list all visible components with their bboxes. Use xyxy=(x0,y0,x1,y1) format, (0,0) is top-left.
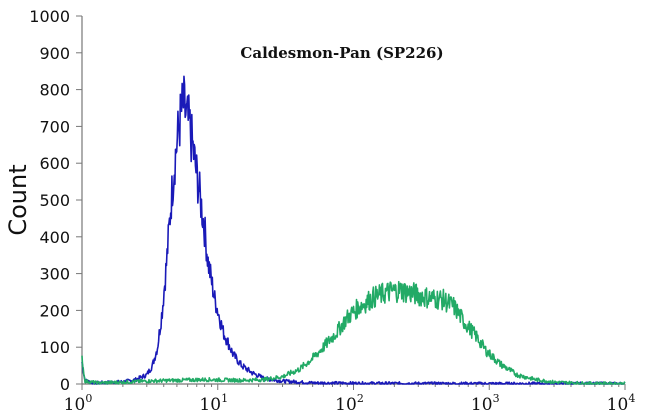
x-tick-label: 101 xyxy=(199,392,228,415)
x-tick-label: 102 xyxy=(335,392,364,415)
x-tick-base: 10 xyxy=(335,395,357,415)
y-tick-label: 600 xyxy=(39,154,70,173)
y-tick-label: 400 xyxy=(39,228,70,247)
y-tick-label: 0 xyxy=(60,375,70,394)
histogram-series-2 xyxy=(81,280,626,385)
y-tick-label: 200 xyxy=(39,301,70,320)
x-tick-base: 10 xyxy=(199,395,221,415)
x-tick-label: 104 xyxy=(607,392,636,415)
x-axis-ticks: 100 101 102 103 104 xyxy=(64,384,636,415)
y-tick-label: 300 xyxy=(39,265,70,284)
x-tick-label: 103 xyxy=(471,392,500,415)
y-tick-label: 100 xyxy=(39,338,70,357)
y-axis-ticks: 0 100 200 300 400 500 600 700 800 900 1000 xyxy=(29,7,82,394)
y-tick-label: 500 xyxy=(39,191,70,210)
y-tick-label: 900 xyxy=(39,44,70,63)
x-tick-base: 10 xyxy=(471,395,493,415)
histogram-series-1 xyxy=(81,75,626,385)
x-tick-base: 10 xyxy=(607,395,629,415)
x-tick-exponent: 4 xyxy=(628,392,635,405)
chart-title: Caldesmon-Pan (SP226) xyxy=(240,44,443,62)
series-layer xyxy=(81,75,626,385)
y-tick-label: 800 xyxy=(39,81,70,100)
y-axis-label: Count xyxy=(4,164,32,235)
x-tick-exponent: 2 xyxy=(357,392,364,405)
x-tick-label: 100 xyxy=(64,392,93,415)
x-tick-exponent: 0 xyxy=(85,392,92,405)
x-tick-exponent: 3 xyxy=(493,392,500,405)
x-tick-base: 10 xyxy=(64,395,86,415)
y-tick-label: 1000 xyxy=(29,7,70,26)
y-tick-label: 700 xyxy=(39,117,70,136)
x-tick-exponent: 1 xyxy=(221,392,228,405)
